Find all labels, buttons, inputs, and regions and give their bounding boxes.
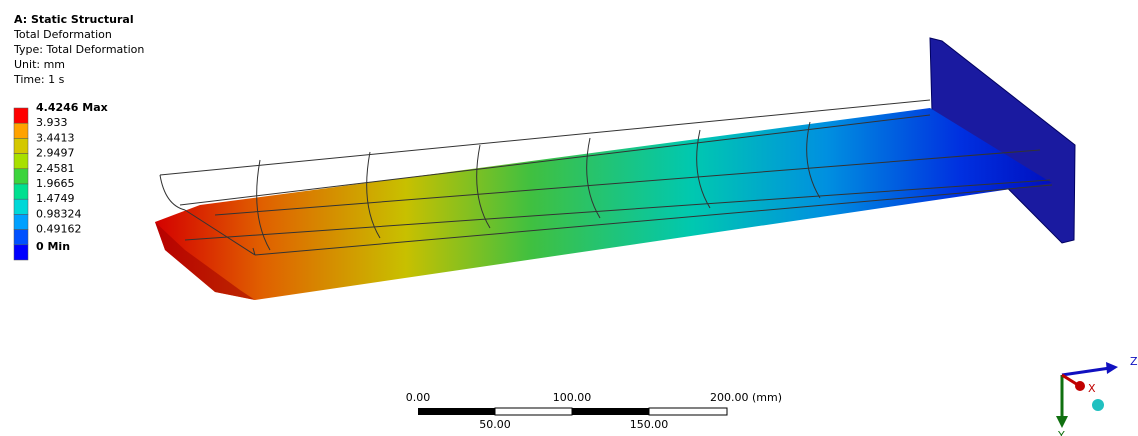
legend-label: 1.4749 xyxy=(36,192,75,205)
legend-label: 4.4246 Max xyxy=(36,101,108,114)
scale-label: 200.00 (mm) xyxy=(710,391,782,404)
legend-swatch xyxy=(14,184,28,199)
triad: Z X Y xyxy=(1056,355,1138,436)
legend-swatch xyxy=(14,230,28,245)
legend-swatch xyxy=(14,169,28,184)
legend-swatch xyxy=(14,199,28,214)
legend-label: 1.9665 xyxy=(36,177,75,190)
legend-label: 0.98324 xyxy=(36,207,82,220)
legend-swatch xyxy=(14,123,28,138)
legend-swatch xyxy=(14,214,28,229)
legend-swatch xyxy=(14,108,28,123)
scene: 0.00 100.00 200.00 (mm) 50.00 150.00 Z X… xyxy=(0,0,1138,436)
legend-label: 2.9497 xyxy=(36,147,75,160)
model xyxy=(155,38,1075,300)
legend-label: 0 Min xyxy=(36,240,70,253)
legend-swatch xyxy=(14,245,28,260)
scale-bar: 0.00 100.00 200.00 (mm) 50.00 150.00 xyxy=(406,391,782,431)
legend-label: 0.49162 xyxy=(36,223,82,236)
legend-swatch xyxy=(14,138,28,153)
legend-label: 3.4413 xyxy=(36,131,75,144)
legend-swatch xyxy=(14,154,28,169)
viewport: A: Static Structural Total Deformation T… xyxy=(0,0,1138,436)
legend-label: 2.4581 xyxy=(36,162,75,175)
axis-label: Y xyxy=(1057,429,1065,436)
scale-label: 100.00 xyxy=(553,391,592,404)
legend-label: 3.933 xyxy=(36,116,68,129)
axis-label: Z xyxy=(1130,355,1138,368)
axis-label: X xyxy=(1088,382,1096,395)
scale-label: 0.00 xyxy=(406,391,431,404)
scale-label: 50.00 xyxy=(479,418,511,431)
scale-label: 150.00 xyxy=(630,418,669,431)
